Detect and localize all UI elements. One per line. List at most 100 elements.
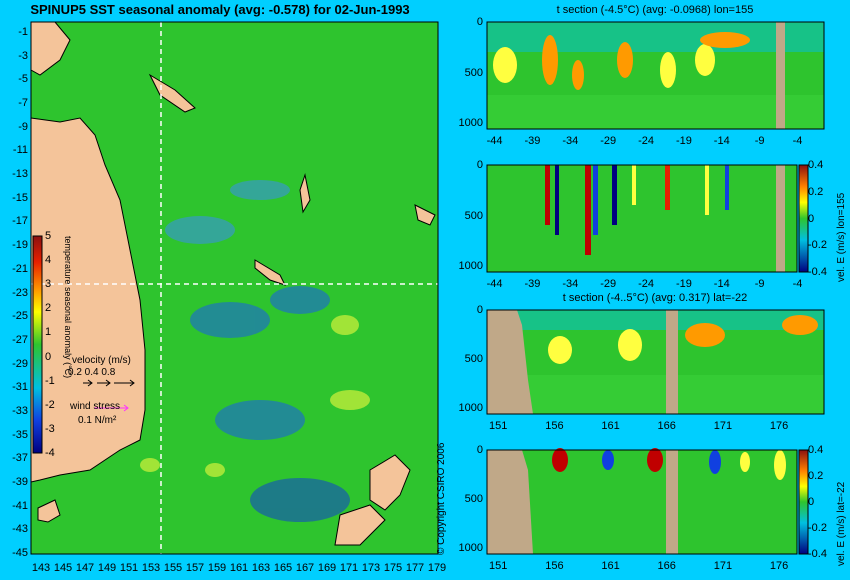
panel-colorbar-tick: 0.2 [808,470,824,482]
panel-x-tick: -9 [754,278,765,290]
panel-x-tick: -34 [562,278,579,290]
panel-colorbar-tick: 0 [808,496,815,508]
panel-x-tick: 156 [545,420,564,432]
panel-x-tick: -44 [486,278,503,290]
fiji [414,204,436,226]
wind-stress-title: wind stress [70,401,121,412]
map-colorbar-tick: 1 [45,326,52,339]
map-y-tick: -19 [12,239,28,252]
panel-y-tick: 0 [476,444,483,456]
map-y-tick: -29 [12,357,28,370]
map-x-tick: 143 [31,562,51,574]
map-x-tick: 173 [361,562,381,574]
panel-y-tick: 1000 [458,542,483,554]
map-y-tick: -9 [18,120,28,133]
panel-y-tick: 0 [476,304,483,316]
map-x-tick: 171 [339,562,359,574]
vanuatu [299,173,311,214]
map-x-tick: 147 [75,562,95,574]
map-colorbar-tick: -4 [45,447,55,459]
map-y-tick: -43 [12,523,28,536]
panel-x-tick: -14 [713,278,730,290]
map-x-tick: 161 [229,562,249,574]
map-y-tick: -35 [12,428,28,441]
panel-x-tick: -24 [638,135,654,147]
new-zealand-south [334,504,386,546]
map-colorbar-tick: 4 [45,254,52,267]
map-x-tick: 145 [53,562,73,574]
panel-x-tick: 156 [545,560,564,572]
map-frame [30,21,439,555]
map-x-tick: 169 [317,562,337,574]
panel-y-tick: 0 [476,159,483,171]
panel-x-tick: 176 [769,560,789,572]
map-x-tick: 175 [383,562,403,574]
panel-y-tick: 500 [464,66,483,79]
map-x-tick: 155 [163,562,183,574]
panel-y-tick: 1000 [458,260,483,272]
panel-x-tick: -39 [524,135,541,147]
panel-x-tick: 171 [713,560,733,572]
map-y-tick: -13 [12,168,28,181]
map-y-tick: -21 [12,262,28,275]
panel-y-tick: 0 [476,16,483,28]
panel-colorbar-tick: 0.4 [808,444,824,456]
panel-x-tick: -9 [754,135,765,147]
velocity-legend-title: velocity (m/s) [72,355,131,366]
map-y-tick: -17 [12,215,28,228]
panel2-section [486,164,809,273]
copyright-text: © Copyright CSIRO 2006 [436,442,447,555]
map-y-tick: -11 [12,144,28,157]
map-x-tick: 153 [141,562,161,574]
map-x-tick: 177 [405,562,425,574]
new-zealand-north [369,454,411,511]
panel-x-tick: 166 [657,420,676,432]
panel-x-tick: -19 [675,135,692,147]
panel-x-tick: 171 [713,420,733,432]
map-y-tick: -15 [12,191,28,204]
map-x-tick: 165 [273,562,293,574]
map-y-tick: -39 [12,475,28,488]
panel-x-tick: -39 [524,278,541,290]
map-colorbar-tick: 2 [45,302,52,315]
map-y-tick: -33 [12,404,28,417]
velocity-legend-arrows [83,379,135,412]
panel3-section [486,309,825,415]
colorbar-label-svg: temperature seasonal anomaly (°C) [63,236,73,378]
map-colorbar [32,235,43,454]
panel-x-tick: 176 [769,420,789,432]
map-y-tick: -41 [12,499,28,512]
map-y-tick: -45 [12,547,28,559]
panel1-title: t section (-4.5°C) (avg: -0.0968) lon=15… [556,4,754,16]
tasmania-land [37,499,61,523]
wind-stress-scale: 0.1 N/m² [78,415,117,426]
map-eddies [140,180,370,522]
map-x-tick: 151 [119,562,139,574]
panel-x-tick: -44 [486,135,503,147]
panel-y-tick: 500 [464,209,483,222]
map-y-tick: -1 [18,26,28,38]
map-x-tick: 149 [97,562,117,574]
map-y-tick: -3 [18,49,28,62]
map-y-tick: -25 [12,310,28,323]
panel-colorbar-tick: -0.2 [808,239,827,252]
panel-x-tick: -4 [792,135,803,147]
panel-colorbar-tick: 0.4 [808,159,824,171]
panel-colorbar-tick: -0.2 [808,522,827,534]
panel2-colorbar-label: vel. E (m/s) lon=155 [836,192,847,282]
panel-x-tick: 151 [489,420,508,432]
solomon-islands [148,73,196,113]
panel-x-tick: -29 [600,135,617,147]
panel-x-tick: 151 [489,560,508,572]
new-caledonia [254,259,286,286]
panel1-section [486,21,825,130]
panel-x-tick: -19 [675,278,692,290]
map-y-tick: -27 [12,333,28,346]
map-x-tick: 167 [295,562,315,574]
panel-colorbar-tick: -0.4 [808,548,827,560]
panel-y-tick: 500 [464,353,483,365]
map-colorbar-tick: -2 [45,398,55,411]
panel-x-tick: 161 [601,420,620,432]
panel3-title: t section (-4..5°C) (avg: 0.317) lat=-22 [562,292,748,304]
